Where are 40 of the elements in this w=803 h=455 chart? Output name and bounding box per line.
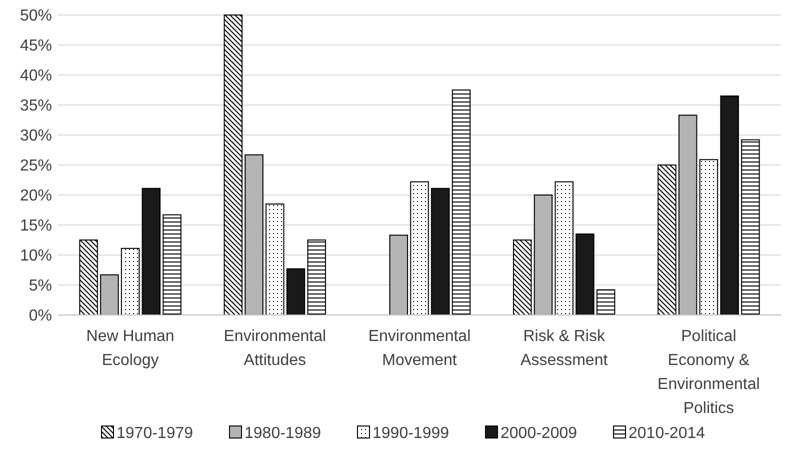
y-tick-label: 15%: [20, 218, 52, 235]
bar: [120, 248, 140, 316]
legend-label: 1970-1979: [116, 425, 194, 442]
y-tick-label: 40%: [20, 68, 52, 85]
legend-label: 2010-2014: [628, 425, 706, 442]
x-tick-label: Political Economy & Environmental Politics: [658, 328, 760, 417]
bar: [554, 181, 574, 316]
y-tick-label: 50%: [20, 8, 52, 25]
y-tick-label: 10%: [20, 248, 52, 265]
bar: [162, 214, 182, 316]
bar: [452, 90, 471, 316]
y-tick-label: 25%: [20, 158, 52, 175]
y-tick-label: 5%: [28, 278, 52, 295]
bar: [431, 188, 450, 316]
bar: [699, 159, 718, 316]
y-tick-label: 20%: [20, 188, 52, 205]
legend-label: 2000-2009: [500, 425, 578, 442]
legend-label: 1980-1989: [244, 425, 322, 442]
bar: [286, 268, 306, 316]
x-tick-label: New Human Ecology: [86, 328, 174, 369]
y-tick-label: 0%: [28, 308, 52, 325]
bar: [266, 204, 284, 316]
bar: [720, 96, 739, 316]
legend-label: 1990-1999: [372, 425, 450, 442]
bar: [142, 188, 161, 316]
x-tick-label: Environmental Attitudes: [224, 328, 326, 369]
y-tick-label: 35%: [20, 98, 52, 115]
bar: [576, 234, 594, 316]
x-tick-label: Environmental Movement: [368, 328, 471, 369]
x-tick-label: Risk & Risk Assessment: [520, 328, 608, 369]
bar: [224, 14, 243, 316]
y-tick-label: 30%: [20, 128, 52, 145]
y-tick-label: 45%: [20, 38, 52, 55]
bar: [307, 240, 326, 316]
bar: [79, 240, 98, 316]
bar: [410, 181, 429, 316]
bar: [596, 289, 616, 316]
bar: [512, 240, 532, 316]
bar: [741, 139, 760, 316]
bar: [658, 164, 676, 316]
